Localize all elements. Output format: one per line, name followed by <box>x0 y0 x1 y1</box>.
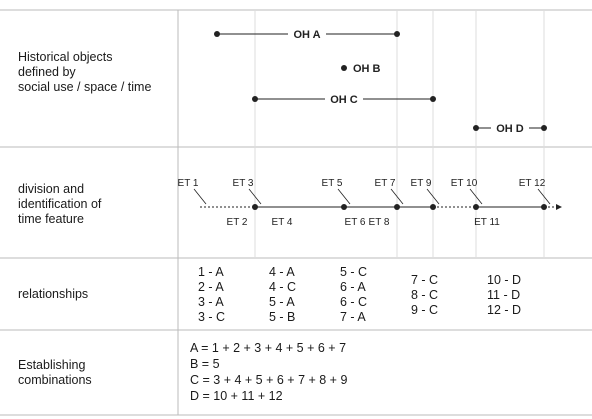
relationship-column: 5 - C 6 - A 6 - C 7 - A <box>340 265 367 325</box>
row-label-line: identification of <box>18 197 102 211</box>
row-label-historical-objects: Historical objects defined by social use… <box>18 50 151 95</box>
historical-objects: OH A OH B OH C OH D <box>214 29 547 135</box>
axis-point <box>394 204 400 210</box>
relationship-item: 4 - A <box>269 265 295 279</box>
vertical-guides <box>254 10 545 258</box>
relationship-item: 3 - C <box>198 310 226 324</box>
row-label-line: defined by <box>18 65 76 79</box>
relationship-item: 9 - C <box>411 303 439 317</box>
label-leader <box>390 188 404 205</box>
object-label: OH A <box>293 29 320 41</box>
row-label-line: Historical objects <box>18 50 113 64</box>
relationship-item: 6 - A <box>340 280 366 294</box>
row-label-relationships: relationships <box>18 287 88 302</box>
object-label: OH D <box>496 123 524 135</box>
relationship-item: 7 - A <box>340 310 366 324</box>
time-label: ET 4 <box>272 217 293 228</box>
combination-formula: B = 5 <box>190 357 220 371</box>
relationship-item: 1 - A <box>198 265 224 279</box>
relationship-item: 12 - D <box>487 303 522 317</box>
row-label-line: division and <box>18 182 85 196</box>
axis-point <box>473 204 479 210</box>
relationship-column: 1 - A 2 - A 3 - A 3 - C <box>198 265 225 325</box>
label-leader <box>248 188 262 205</box>
combination-formula: C = 3 + 4 + 5 + 6 + 7 + 8 + 9 <box>190 373 348 387</box>
table-grid <box>0 9 592 416</box>
relationship-item: 5 - C <box>340 265 368 279</box>
object-end-point <box>430 96 436 102</box>
relationship-item: 3 - A <box>198 295 224 309</box>
object-start-point <box>473 125 479 131</box>
object-end-point <box>541 125 547 131</box>
relationship-column: 7 - C 8 - C 9 - C <box>411 273 438 318</box>
combination-formula: D = 10 + 11 + 12 <box>190 389 283 403</box>
relationship-item: 6 - C <box>340 295 368 309</box>
axis-point <box>252 204 258 210</box>
object-label: OH C <box>330 94 358 106</box>
time-label: ET 10 <box>451 178 478 189</box>
combination-list: A = 1 + 2 + 3 + 4 + 5 + 6 + 7 B = 5 C = … <box>190 340 347 404</box>
time-label: ET 7 <box>375 178 396 189</box>
relationship-item: 7 - C <box>411 273 439 287</box>
relationship-column: 4 - A 4 - C 5 - A 5 - B <box>269 265 296 325</box>
axis-arrowhead <box>556 204 562 210</box>
relationship-column: 10 - D 11 - D 12 - D <box>487 273 521 318</box>
label-leader <box>426 188 440 205</box>
row-label-line: Establishing <box>18 358 86 372</box>
row-label-line: relationships <box>18 287 89 301</box>
axis-point <box>430 204 436 210</box>
row-label-line: combinations <box>18 373 92 387</box>
time-label: ET 11 <box>474 217 500 228</box>
row-label-line: time feature <box>18 212 85 226</box>
object-start-point <box>214 31 220 37</box>
row-label-combinations: Establishing combinations <box>18 358 92 388</box>
relationship-item: 10 - D <box>487 273 522 287</box>
time-label: ET 8 <box>369 217 390 228</box>
axis-point <box>541 204 547 210</box>
time-axis: ET 1 ET 2 ET 3 ET 4 ET 5 ET 6 ET 7 ET 8 ET 9 ET 1… <box>178 178 562 228</box>
label-leader <box>193 188 207 205</box>
time-label: ET 1 <box>178 178 199 189</box>
axis-point <box>341 204 347 210</box>
object-point <box>341 65 347 71</box>
label-leader <box>469 188 483 205</box>
combination-formula: A = 1 + 2 + 3 + 4 + 5 + 6 + 7 <box>190 341 347 355</box>
label-leader <box>537 188 551 205</box>
object-label: OH B <box>353 63 381 75</box>
relationship-item: 5 - A <box>269 295 295 309</box>
object-end-point <box>394 31 400 37</box>
time-label: ET 3 <box>233 178 254 189</box>
relationship-item: 11 - D <box>487 288 521 302</box>
row-label-line: social use / space / time <box>18 80 152 94</box>
relationship-item: 8 - C <box>411 288 439 302</box>
time-label: ET 9 <box>411 178 432 189</box>
time-label: ET 12 <box>519 178 546 189</box>
time-label: ET 5 <box>322 178 343 189</box>
time-label: ET 6 <box>345 217 366 228</box>
relationship-item: 4 - C <box>269 280 297 294</box>
time-label: ET 2 <box>227 217 248 228</box>
row-label-time-feature: division and identification of time feat… <box>18 182 101 227</box>
relationship-item: 2 - A <box>198 280 224 294</box>
relationship-item: 5 - B <box>269 310 296 324</box>
label-leader <box>337 188 351 205</box>
object-start-point <box>252 96 258 102</box>
